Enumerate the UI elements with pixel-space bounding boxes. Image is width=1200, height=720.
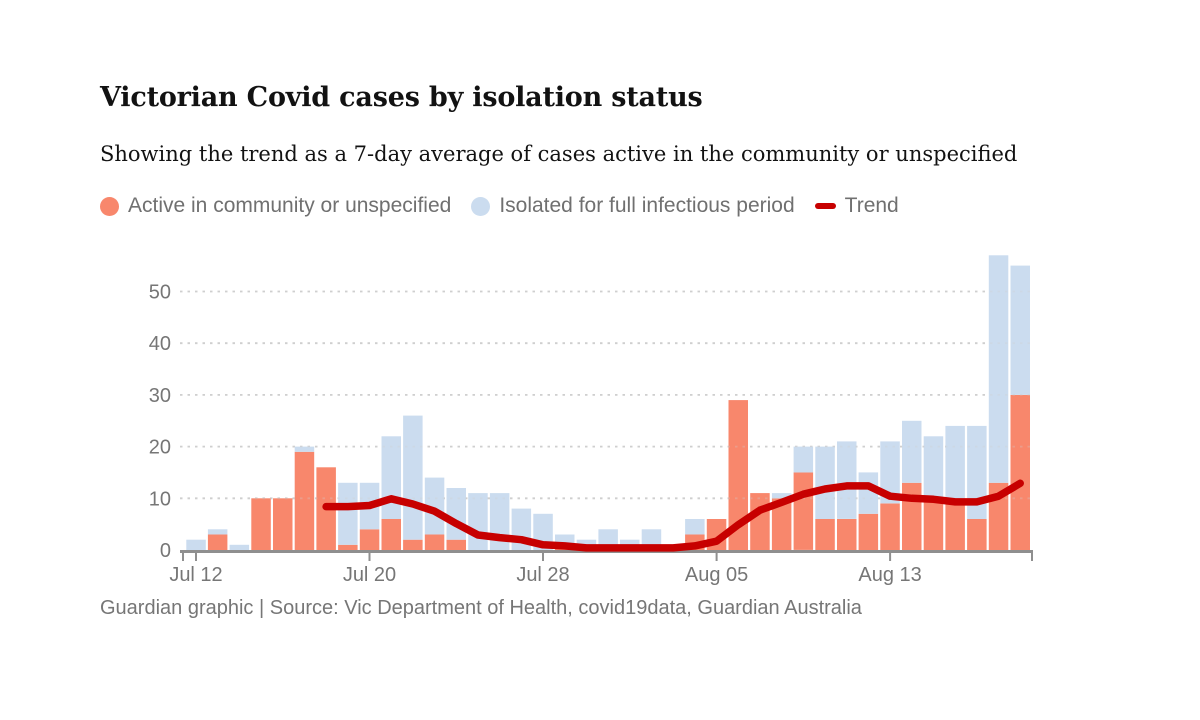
- legend-item-isolated: Isolated for full infectious period: [471, 194, 795, 218]
- bar-active-Jul 21: [381, 519, 401, 550]
- bar-isolated-Jul 22: [403, 415, 423, 540]
- bar-isolated-Jul 14: [229, 544, 250, 550]
- bar-active-Jul 16: [273, 498, 293, 550]
- bar-active-Aug 19: [1010, 394, 1030, 550]
- bar-isolated-Aug 15: [923, 436, 944, 499]
- bar-active-Jul 15: [251, 498, 271, 550]
- x-tick-label-Jul-28: Jul 28: [516, 564, 569, 586]
- bar-isolated-Aug 11: [837, 441, 857, 519]
- bar-active-Aug 10: [815, 519, 835, 550]
- isolated-swatch-icon: [471, 196, 491, 216]
- bar-isolated-Aug 14: [902, 420, 922, 483]
- bar-isolated-Jul 17: [294, 446, 315, 452]
- bar-isolated-Jul 25: [468, 493, 488, 550]
- bar-active-Aug 17: [967, 519, 987, 550]
- legend-item-trend: Trend: [814, 194, 899, 218]
- y-tick-label-20: 20: [149, 437, 171, 459]
- bar-active-Aug 08: [771, 498, 792, 550]
- bar-active-Jul 13: [207, 534, 228, 550]
- bar-active-Jul 17: [294, 451, 315, 550]
- x-tick-label-Aug-05: Aug 05: [685, 564, 748, 586]
- y-tick-label-40: 40: [149, 333, 171, 355]
- bar-active-Jul 24: [446, 539, 466, 550]
- bar-isolated-Aug 09: [793, 446, 814, 473]
- bar-isolated-Aug 19: [1010, 265, 1030, 395]
- source-line: Guardian graphic | Source: Vic Departmen…: [100, 597, 862, 619]
- x-tick-label-Jul-20: Jul 20: [343, 564, 396, 586]
- x-tick-label-Jul-12: Jul 12: [169, 564, 222, 586]
- legend-label-trend: Trend: [844, 194, 899, 217]
- y-tick-label-10: 10: [149, 488, 171, 510]
- bar-active-Jul 22: [403, 539, 423, 550]
- bar-active-Aug 15: [923, 498, 944, 550]
- bar-isolated-Aug 17: [967, 425, 987, 519]
- bar-isolated-Aug 18: [988, 255, 1009, 483]
- bar-isolated-Jul 19: [338, 482, 358, 545]
- bar-isolated-Aug 13: [880, 441, 900, 504]
- bar-active-Aug 07: [750, 493, 770, 550]
- bar-active-Jul 20: [359, 529, 380, 550]
- bar-active-Jul 23: [424, 534, 445, 550]
- trend-swatch-icon: [814, 203, 836, 209]
- y-tick-label-30: 30: [149, 385, 171, 407]
- bar-isolated-Jul 24: [446, 488, 466, 540]
- bar-isolated-Jul 23: [424, 477, 445, 535]
- bar-active-Aug 12: [858, 513, 879, 550]
- chart-title: Victorian Covid cases by isolation statu…: [100, 82, 703, 113]
- legend-label-active: Active in community or unspecified: [128, 194, 452, 217]
- legend-item-active: Active in community or unspecified: [100, 194, 451, 218]
- bar-isolated-Jul 21: [381, 436, 401, 519]
- chart-legend: Active in community or unspecified Isola…: [100, 194, 899, 218]
- bar-isolated-Aug 10: [815, 446, 835, 519]
- bar-active-Jul 19: [338, 544, 358, 550]
- bar-active-Aug 11: [837, 519, 857, 550]
- x-tick-label-Aug-13: Aug 13: [858, 564, 921, 586]
- legend-label-isolated: Isolated for full infectious period: [499, 194, 795, 217]
- bar-active-Aug 14: [902, 482, 922, 550]
- active-swatch-icon: [100, 196, 119, 216]
- bar-active-Aug 09: [793, 472, 814, 550]
- bar-isolated-Jul 12: [186, 539, 206, 550]
- y-tick-label-50: 50: [149, 282, 171, 304]
- bar-isolated-Jul 29: [555, 534, 575, 545]
- bar-isolated-Aug 04: [685, 519, 705, 535]
- bar-isolated-Aug 08: [771, 493, 792, 499]
- chart-subtitle: Showing the trend as a 7-day average of …: [100, 142, 1018, 166]
- bar-isolated-Aug 16: [945, 425, 965, 499]
- trend-line: [322, 479, 1024, 552]
- bar-active-Aug 16: [945, 498, 965, 550]
- bar-isolated-Jul 13: [207, 529, 228, 535]
- bar-active-Aug 06: [728, 400, 748, 550]
- bar-active-Aug 13: [880, 503, 900, 550]
- y-tick-label-0: 0: [160, 540, 171, 562]
